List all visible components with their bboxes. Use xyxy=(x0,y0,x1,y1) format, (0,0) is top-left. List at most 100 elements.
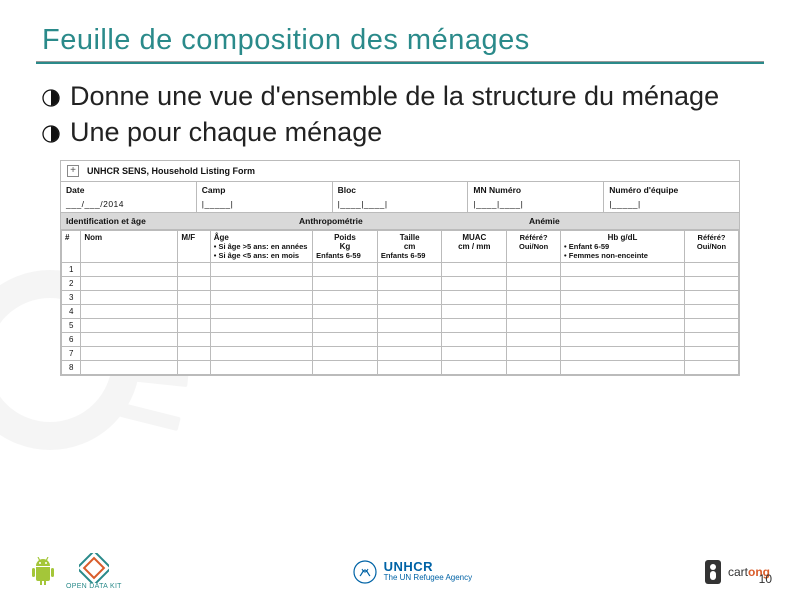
cell xyxy=(377,319,442,333)
cell xyxy=(442,319,507,333)
section-ident: Identification et âge xyxy=(61,213,294,229)
cell xyxy=(507,319,561,333)
meta-label: Date xyxy=(66,185,191,195)
cell xyxy=(685,263,739,277)
cell xyxy=(81,263,178,277)
table-row: 5 xyxy=(62,319,739,333)
android-icon xyxy=(30,557,56,587)
slide-title: Feuille de composition des ménages xyxy=(42,24,764,57)
cell xyxy=(561,319,685,333)
row-num: 1 xyxy=(62,263,81,277)
bullet-icon xyxy=(42,125,60,143)
col-hb-note: • Enfant 6-59 • Femmes non-enceinte xyxy=(564,242,681,261)
cell xyxy=(442,291,507,305)
bullet-item: Une pour chaque ménage xyxy=(42,116,764,150)
bullet-list: Donne une vue d'ensemble de la structure… xyxy=(42,80,764,150)
cell xyxy=(685,319,739,333)
cell xyxy=(442,263,507,277)
cell xyxy=(313,361,378,375)
cell xyxy=(178,291,210,305)
row-num: 2 xyxy=(62,277,81,291)
cell xyxy=(81,361,178,375)
table-row: 7 xyxy=(62,347,739,361)
cell xyxy=(561,333,685,347)
bullet-text: Donne une vue d'ensemble de la structure… xyxy=(70,80,719,114)
cell xyxy=(81,305,178,319)
cell xyxy=(442,361,507,375)
cell xyxy=(81,277,178,291)
meta-cell: MN Numéro|____|____| xyxy=(468,182,604,212)
bullet-item: Donne une vue d'ensemble de la structure… xyxy=(42,80,764,114)
cell xyxy=(507,305,561,319)
col-hb-hdr: Hb g/dL xyxy=(564,233,681,242)
expand-icon: + xyxy=(67,165,79,177)
cell xyxy=(442,305,507,319)
row-num: 4 xyxy=(62,305,81,319)
unhcr-title: UNHCR xyxy=(384,559,433,574)
section-anthro: Anthropométrie xyxy=(294,213,524,229)
cell xyxy=(507,263,561,277)
form-heading: UNHCR SENS, Household Listing Form xyxy=(87,166,255,176)
form-section-row: Identification et âge Anthropométrie Ané… xyxy=(61,213,739,230)
cell xyxy=(313,333,378,347)
cell xyxy=(313,291,378,305)
embedded-form: + UNHCR SENS, Household Listing Form Dat… xyxy=(60,160,740,377)
cell xyxy=(313,277,378,291)
table-row: 4 xyxy=(62,305,739,319)
meta-label: Bloc xyxy=(338,185,463,195)
cell xyxy=(377,361,442,375)
cell xyxy=(561,291,685,305)
meta-value: |____|____| xyxy=(473,199,598,209)
col-hb: Hb g/dL • Enfant 6-59 • Femmes non-encei… xyxy=(561,230,685,263)
cell xyxy=(561,361,685,375)
title-rule xyxy=(36,61,764,64)
form-table: # Nom M/F Âge • Si âge >5 ans: en années… xyxy=(61,230,739,376)
odk-logo: OPEN DATA KIT xyxy=(66,553,122,590)
cell xyxy=(313,305,378,319)
cell xyxy=(210,333,312,347)
table-row: 2 xyxy=(62,277,739,291)
cell xyxy=(561,277,685,291)
col-muac-sub: Référé? Oui/Non xyxy=(510,233,557,252)
cell xyxy=(685,291,739,305)
col-nom: Nom xyxy=(81,230,178,263)
cell xyxy=(313,263,378,277)
cell xyxy=(210,347,312,361)
col-ref: Référé? Oui/Non xyxy=(685,230,739,263)
table-row: 6 xyxy=(62,333,739,347)
cell xyxy=(507,333,561,347)
cell xyxy=(377,347,442,361)
cell xyxy=(210,319,312,333)
cell xyxy=(313,319,378,333)
table-row: 1 xyxy=(62,263,739,277)
col-taille: Taille cm Enfants 6-59 xyxy=(377,230,442,263)
cartong-pre: cart xyxy=(728,565,748,579)
cell xyxy=(507,361,561,375)
col-poids: Poids Kg Enfants 6-59 xyxy=(313,230,378,263)
cell xyxy=(507,347,561,361)
row-num: 8 xyxy=(62,361,81,375)
cell xyxy=(81,333,178,347)
meta-label: Camp xyxy=(202,185,327,195)
col-mf: M/F xyxy=(178,230,210,263)
cell xyxy=(685,361,739,375)
footer: OPEN DATA KIT UNHCR The UN Refugee Agenc… xyxy=(0,553,800,590)
meta-value: |____|____| xyxy=(338,199,463,209)
cell xyxy=(178,361,210,375)
cell xyxy=(178,263,210,277)
col-num: # xyxy=(62,230,81,263)
cell xyxy=(442,277,507,291)
cell xyxy=(685,333,739,347)
section-anemie: Anémie xyxy=(524,213,739,229)
odk-label: OPEN DATA KIT xyxy=(66,583,122,590)
col-muac: MUAC cm / mm xyxy=(442,230,507,263)
cell xyxy=(507,291,561,305)
cell xyxy=(442,333,507,347)
cell xyxy=(507,277,561,291)
row-num: 6 xyxy=(62,333,81,347)
cell xyxy=(377,277,442,291)
cell xyxy=(313,347,378,361)
cell xyxy=(210,277,312,291)
col-muac-ref: Référé? Oui/Non xyxy=(507,230,561,263)
meta-cell: Camp|_____| xyxy=(197,182,333,212)
